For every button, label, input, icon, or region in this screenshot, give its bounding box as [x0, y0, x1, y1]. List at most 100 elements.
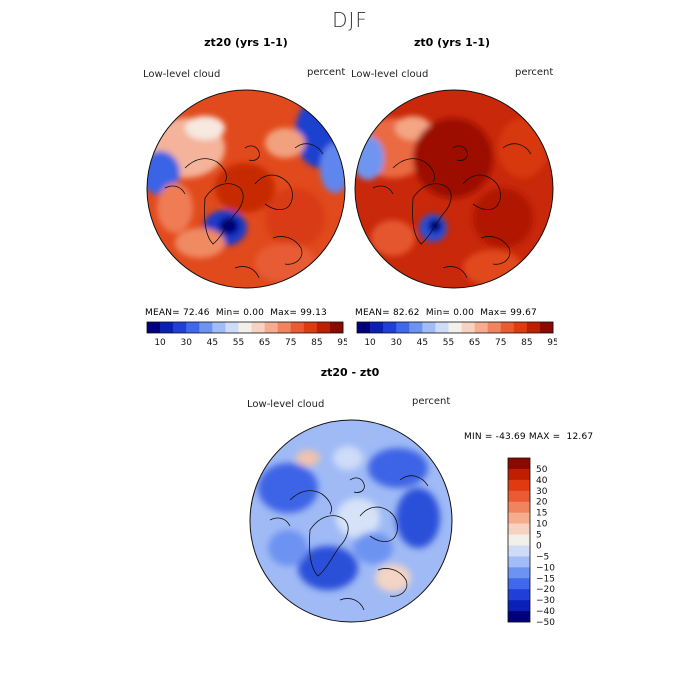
colorbar-border [146, 321, 344, 334]
diff-min-label: MIN = [464, 432, 493, 442]
colorbar-swatch [329, 322, 344, 333]
colorbar-swatch [212, 322, 226, 333]
units-label-zt20: percent [307, 67, 346, 78]
colorbar-swatch [508, 545, 530, 557]
colorbar-swatch [513, 322, 528, 333]
polar-map-zt20 [146, 89, 346, 289]
min-value: 0.00 [243, 308, 265, 318]
colorbar-swatch [526, 322, 541, 333]
units-label-zt0: percent [515, 67, 554, 78]
min-value: 0.00 [453, 308, 475, 318]
colorbar-swatch [290, 322, 305, 333]
colorbar-tick-label: 10 [154, 338, 166, 347]
colorbar-border [507, 457, 531, 623]
colorbar-swatch [508, 534, 530, 546]
colorbar-tick-label: −50 [536, 618, 555, 626]
diff-min-value: -43.69 [495, 432, 526, 442]
colorbar-tick-label: 45 [417, 338, 428, 347]
colorbar-swatch [422, 322, 436, 333]
colorbar-tick-label: 85 [521, 338, 532, 347]
colorbar-tick-label: −20 [536, 585, 555, 595]
colorbar-swatch [508, 490, 530, 503]
colorbar-swatch [199, 322, 213, 333]
mean-value: 82.62 [392, 308, 420, 318]
colorbar-tick-label: 20 [536, 498, 548, 508]
mean-value: 72.46 [182, 308, 210, 318]
colorbar-swatch [508, 501, 530, 513]
colorbar-swatch [448, 322, 462, 333]
colorbar-tick-label: 5 [536, 531, 542, 541]
colorbar-swatch [508, 458, 530, 470]
colorbar-swatch [409, 322, 423, 333]
season-title: DJF [332, 8, 368, 32]
colorbar-tick-label: 30 [180, 338, 192, 347]
colorbar-tick-label: −40 [536, 607, 555, 617]
colorbar-swatch [508, 567, 530, 579]
mean-label: MEAN= [145, 308, 180, 318]
colorbar-swatch [474, 322, 488, 333]
colorbar-swatch [238, 322, 252, 333]
colorbar-swatch [461, 322, 475, 333]
colorbar-swatch [508, 468, 530, 481]
colorbar-swatch [435, 322, 449, 333]
colorbar-tick-label: 95 [337, 338, 347, 347]
colorbar-swatch [303, 322, 318, 333]
min-label: Min= [215, 308, 241, 318]
colorbar-zt20: 10 30 45 55 65 75 85 95 [146, 321, 347, 347]
colorbar-tick-label: −15 [536, 574, 555, 584]
panel-title-zt20: zt20 (yrs 1-1) [204, 36, 288, 49]
colorbar-tick-label: −10 [536, 563, 555, 573]
diff-max-label: MAX = [528, 432, 561, 442]
colorbar-tick-label: 0 [536, 541, 542, 551]
colorbar-swatch [251, 322, 265, 333]
colorbar-swatch [316, 322, 331, 333]
colorbar-tick-label: 50 [536, 465, 548, 475]
stats-zt20: MEAN= 72.46 Min= 0.00 Max= 99.13 [145, 308, 327, 318]
colorbar-swatch [277, 322, 292, 333]
colorbar-tick-label: −30 [536, 596, 555, 606]
colorbar-swatch [370, 322, 384, 333]
colorbar-tick-label: 15 [536, 509, 547, 519]
colorbar-swatch [186, 322, 200, 333]
diff-max-value: 12.67 [566, 432, 594, 442]
max-label: Max= [270, 308, 298, 318]
colorbar-tick-label: 65 [259, 338, 270, 347]
panel-title-zt0: zt0 (yrs 1-1) [413, 36, 491, 49]
min-label: Min= [425, 308, 451, 318]
colorbar-swatch [500, 322, 515, 333]
colorbar-tick-label: 10 [364, 338, 376, 347]
colorbar-tick-label: 55 [443, 338, 454, 347]
diff-units-label: percent [412, 396, 451, 407]
colorbar-zt0: 10 30 45 55 65 75 85 95 [356, 321, 557, 347]
max-value: 99.67 [510, 308, 537, 318]
diff-panel-title: zt20 - zt0 [320, 366, 380, 379]
colorbar-swatch [264, 322, 278, 333]
max-value: 99.13 [300, 308, 327, 318]
colorbar-swatch [508, 556, 530, 568]
colorbar-swatch [508, 611, 530, 623]
stats-zt0: MEAN= 82.62 Min= 0.00 Max= 99.67 [355, 308, 537, 318]
colorbar-tick-label: 95 [547, 338, 557, 347]
colorbar-tick-label: 45 [207, 338, 218, 347]
diff-minmax: MIN = -43.69 MAX = 12.67 [464, 432, 593, 442]
colorbar-swatch [487, 322, 502, 333]
colorbar-swatch [508, 589, 530, 601]
colorbar-swatch [173, 322, 187, 333]
colorbar-swatch [357, 322, 371, 333]
colorbar-swatch [383, 322, 397, 333]
variable-label-zt20: Low-level cloud [143, 69, 221, 80]
colorbar-tick-label: 10 [536, 520, 548, 530]
colorbar-swatch [508, 523, 530, 535]
colorbar-swatch [396, 322, 410, 333]
colorbar-swatch [508, 512, 530, 524]
polar-map-zt0 [354, 89, 554, 289]
colorbar-swatch [508, 578, 530, 590]
colorbar-tick-label: 75 [285, 338, 296, 347]
diff-variable-label: Low-level cloud [247, 399, 325, 410]
colorbar-tick-label: 40 [536, 476, 548, 486]
colorbar-tick-label: 65 [469, 338, 480, 347]
variable-label-zt0: Low-level cloud [351, 69, 429, 80]
colorbar-border [356, 321, 554, 334]
colorbar-swatch [508, 600, 530, 612]
